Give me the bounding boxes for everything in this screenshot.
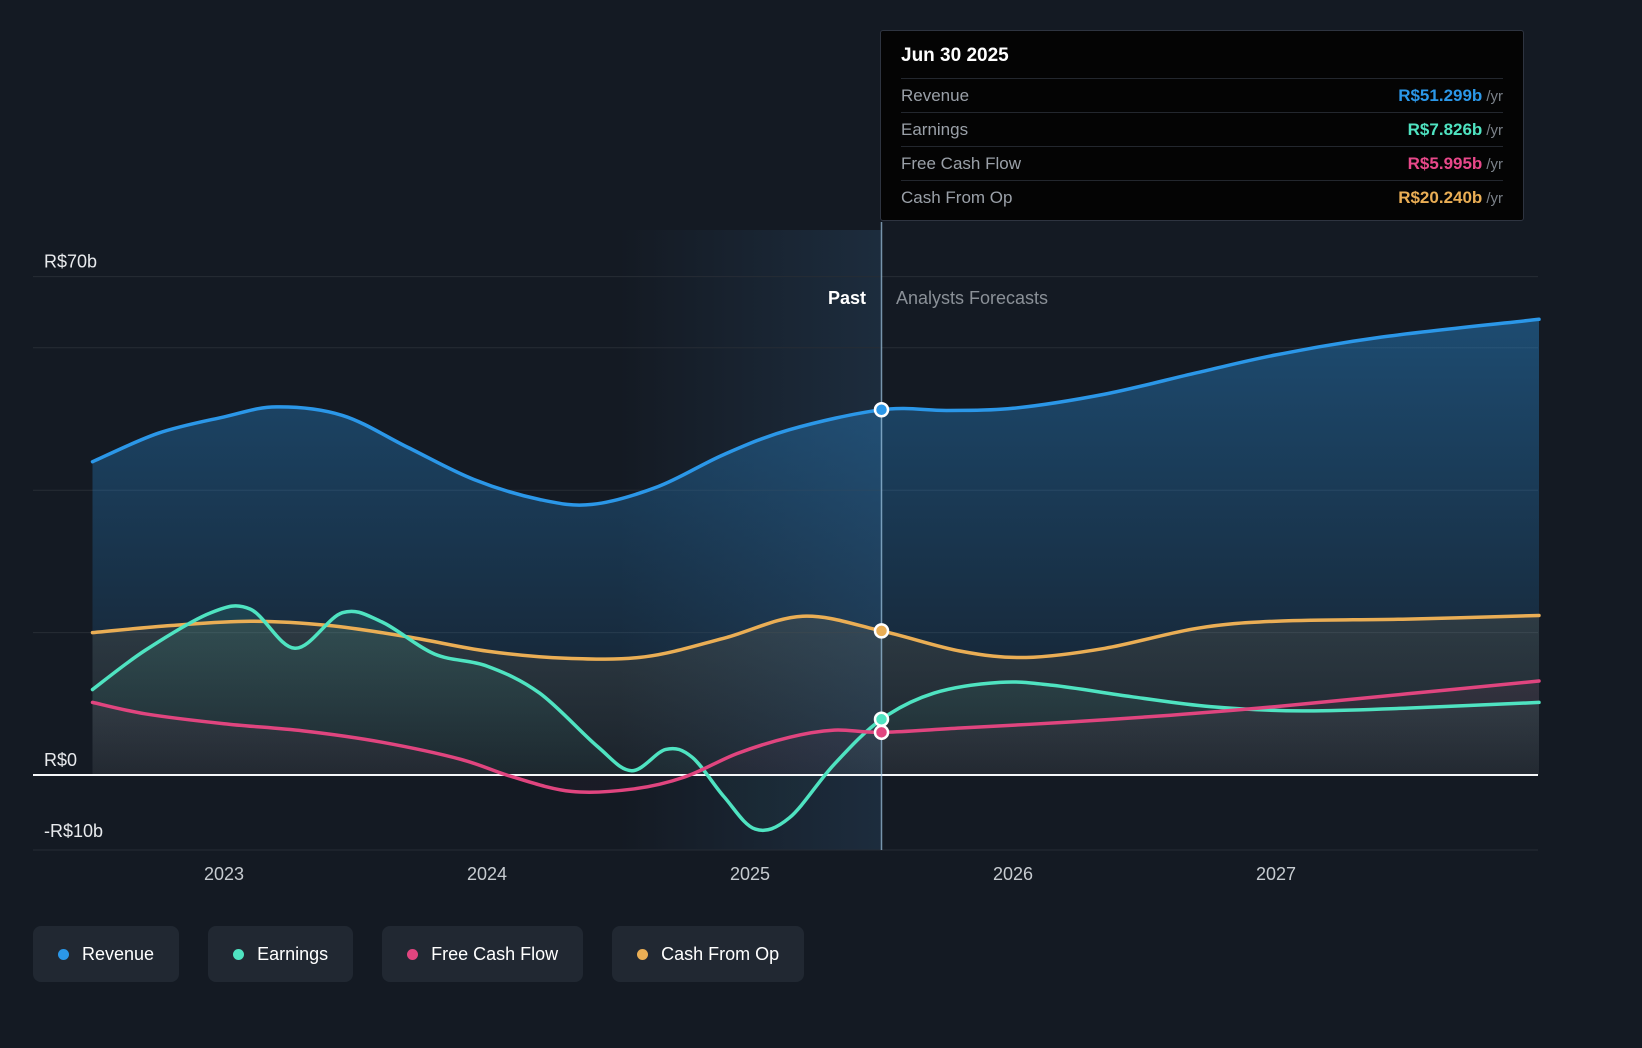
tooltip-value: R$20.240b/yr xyxy=(1398,187,1503,207)
revenue-line xyxy=(90,317,1541,507)
x-axis-label: 2027 xyxy=(1256,864,1296,884)
legend-label: Cash From Op xyxy=(661,943,780,964)
earnings-legend-dot xyxy=(233,948,245,960)
legend-label: Revenue xyxy=(82,943,155,964)
free-cash-flow-marker xyxy=(873,724,890,741)
tooltip-row-free-cash-flow: Free Cash Flow R$5.995b/yr xyxy=(901,147,1503,181)
tooltip-value-suffix: /yr xyxy=(1486,87,1503,105)
legend-item-earnings[interactable]: Earnings xyxy=(208,926,354,982)
tooltip-label: Revenue xyxy=(901,85,970,105)
tooltip-rows: Revenue R$51.299b/yr Earnings R$7.826b/yr Fr… xyxy=(901,79,1503,214)
earnings-marker xyxy=(873,711,890,728)
legend-item-revenue[interactable]: Revenue xyxy=(33,926,180,982)
tooltip-value: R$7.826b/yr xyxy=(1407,119,1503,139)
tooltip-row-cash-from-op: Cash From Op R$20.240b/yr xyxy=(901,181,1503,214)
earnings-line xyxy=(90,604,1541,833)
tooltip-value: R$5.995b/yr xyxy=(1407,153,1503,173)
y-axis-label: R$0 xyxy=(44,750,77,770)
free-cash-flow-area xyxy=(92,681,1539,793)
legend-label: Free Cash Flow xyxy=(431,943,559,964)
legend-item-free-cash-flow[interactable]: Free Cash Flow xyxy=(382,926,584,982)
tooltip: Jun 30 2025 Revenue R$51.299b/yr Earnings R… xyxy=(880,30,1524,221)
tooltip-date: Jun 30 2025 xyxy=(901,45,1503,79)
x-axis-label: 2024 xyxy=(467,864,507,884)
legend: Revenue Earnings Free Cash Flow Cash From O… xyxy=(33,926,805,982)
tooltip-value: R$51.299b/yr xyxy=(1398,85,1503,105)
cash-from-op-legend-dot xyxy=(637,948,649,960)
legend-item-cash-from-op[interactable]: Cash From Op xyxy=(612,926,805,982)
tooltip-label: Earnings xyxy=(901,119,969,139)
cash-from-op-marker xyxy=(873,623,890,639)
forecast-label: Analysts Forecasts xyxy=(896,288,1049,308)
tooltip-label: Cash From Op xyxy=(901,187,1013,207)
y-axis-label: -R$10b xyxy=(44,821,103,841)
tooltip-value-suffix: /yr xyxy=(1486,155,1503,173)
revenue-marker xyxy=(873,402,890,418)
revenue-legend-dot xyxy=(58,948,69,960)
tooltip-row-revenue: Revenue R$51.299b/yr xyxy=(901,79,1503,113)
past-label: Past xyxy=(827,288,866,308)
tooltip-row-earnings: Earnings R$7.826b/yr xyxy=(901,113,1503,147)
y-axis-label: R$70b xyxy=(44,252,97,272)
x-axis-label: 2026 xyxy=(993,864,1033,884)
tooltip-label: Free Cash Flow xyxy=(901,153,1021,173)
tooltip-value-suffix: /yr xyxy=(1486,121,1503,139)
free-cash-flow-line xyxy=(90,679,1541,794)
x-axis-label: 2025 xyxy=(730,864,770,884)
tooltip-value-suffix: /yr xyxy=(1486,189,1503,207)
x-axis-label: 2023 xyxy=(204,864,244,884)
free-cash-flow-legend-dot xyxy=(407,948,419,960)
cash-from-op-line xyxy=(90,613,1541,661)
legend-label: Earnings xyxy=(257,943,329,964)
